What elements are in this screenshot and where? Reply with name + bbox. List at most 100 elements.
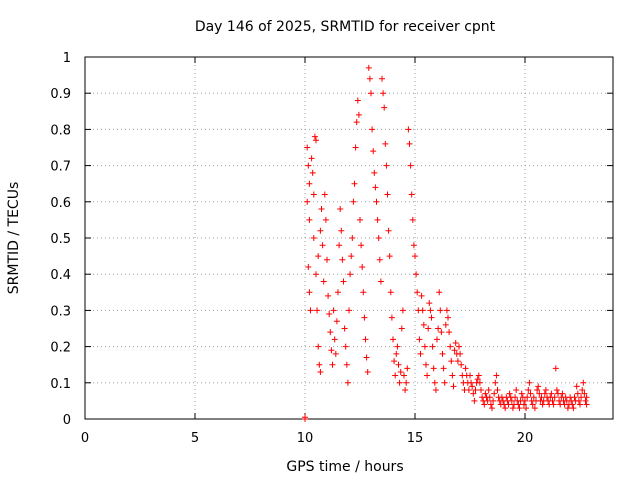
data-point bbox=[326, 311, 333, 318]
data-point bbox=[391, 358, 398, 365]
data-point bbox=[441, 379, 448, 386]
data-point bbox=[427, 307, 434, 314]
grid bbox=[85, 57, 613, 419]
data-point bbox=[305, 162, 312, 169]
data-point bbox=[489, 405, 495, 412]
y-tick-label: 0.5 bbox=[50, 232, 71, 247]
data-point bbox=[329, 361, 336, 368]
data-point bbox=[491, 390, 498, 397]
data-point bbox=[482, 390, 489, 397]
data-point bbox=[349, 235, 356, 241]
data-point bbox=[575, 397, 582, 404]
data-point bbox=[364, 368, 371, 375]
data-point bbox=[442, 321, 449, 328]
data-point bbox=[417, 350, 424, 357]
data-point bbox=[437, 307, 444, 314]
data-point bbox=[452, 339, 459, 346]
data-point bbox=[313, 271, 319, 278]
data-point bbox=[486, 394, 493, 401]
data-point bbox=[308, 155, 315, 162]
data-point bbox=[458, 361, 465, 368]
data-point bbox=[580, 379, 587, 386]
data-point bbox=[360, 289, 367, 296]
chart-title: Day 146 of 2025, SRMTID for receiver cpn… bbox=[195, 19, 496, 35]
data-point bbox=[577, 401, 583, 408]
data-point bbox=[372, 184, 379, 191]
data-point bbox=[370, 148, 377, 155]
data-point bbox=[447, 343, 454, 350]
data-point bbox=[380, 90, 387, 97]
data-point bbox=[530, 394, 537, 401]
data-point bbox=[548, 390, 555, 397]
data-point bbox=[310, 235, 317, 241]
data-point bbox=[375, 235, 382, 241]
data-point bbox=[506, 390, 513, 397]
data-point bbox=[306, 180, 313, 187]
data-point bbox=[454, 358, 461, 365]
data-point bbox=[306, 289, 313, 296]
data-point bbox=[484, 397, 491, 404]
data-point bbox=[426, 300, 433, 307]
data-point bbox=[403, 379, 410, 386]
y-tick-label: 0.7 bbox=[50, 160, 71, 175]
data-point bbox=[443, 307, 450, 314]
data-point bbox=[574, 390, 581, 397]
data-point bbox=[435, 325, 442, 332]
data-point bbox=[418, 292, 425, 299]
x-tick-label: 20 bbox=[517, 431, 534, 446]
data-point bbox=[379, 75, 385, 82]
data-point bbox=[385, 227, 392, 234]
data-point bbox=[493, 372, 500, 379]
data-point bbox=[474, 376, 481, 383]
data-point bbox=[552, 365, 559, 372]
data-point bbox=[315, 253, 322, 260]
data-point bbox=[419, 307, 426, 314]
data-point bbox=[388, 314, 395, 321]
data-point bbox=[440, 365, 447, 372]
data-point bbox=[414, 289, 421, 296]
data-point bbox=[408, 191, 415, 198]
data-point bbox=[324, 256, 330, 263]
x-axis-label: GPS time / hours bbox=[286, 459, 403, 475]
data-point bbox=[559, 390, 566, 397]
data-point bbox=[456, 343, 462, 350]
data-point bbox=[505, 401, 512, 408]
data-point bbox=[393, 350, 400, 357]
x-tick-label: 15 bbox=[407, 431, 424, 446]
data-point bbox=[578, 394, 585, 401]
data-point bbox=[583, 401, 590, 408]
data-point bbox=[416, 336, 423, 343]
data-point bbox=[358, 242, 365, 249]
data-point bbox=[316, 361, 323, 368]
data-point bbox=[412, 253, 418, 260]
data-point bbox=[320, 278, 327, 285]
data-point bbox=[581, 390, 588, 397]
data-point bbox=[302, 414, 308, 421]
data-point bbox=[361, 314, 368, 321]
data-point bbox=[339, 256, 346, 263]
y-tick-label: 0.9 bbox=[50, 87, 71, 102]
data-point bbox=[328, 347, 335, 354]
data-point bbox=[469, 383, 476, 390]
data-point bbox=[317, 227, 324, 234]
data-point bbox=[383, 162, 390, 169]
data-point bbox=[409, 216, 416, 223]
data-point bbox=[475, 372, 482, 379]
data-point bbox=[476, 379, 483, 386]
data-point bbox=[392, 372, 399, 379]
data-point bbox=[430, 365, 437, 372]
data-point bbox=[406, 140, 413, 147]
data-point bbox=[425, 325, 432, 332]
data-point bbox=[330, 307, 337, 314]
data-point bbox=[534, 387, 541, 394]
data-point bbox=[583, 394, 590, 401]
data-point bbox=[550, 401, 557, 408]
data-point bbox=[363, 354, 370, 361]
data-point bbox=[462, 365, 469, 372]
data-point bbox=[382, 140, 389, 147]
data-point bbox=[513, 387, 520, 394]
data-point bbox=[432, 387, 439, 394]
data-point bbox=[549, 397, 556, 404]
data-point bbox=[450, 383, 457, 390]
